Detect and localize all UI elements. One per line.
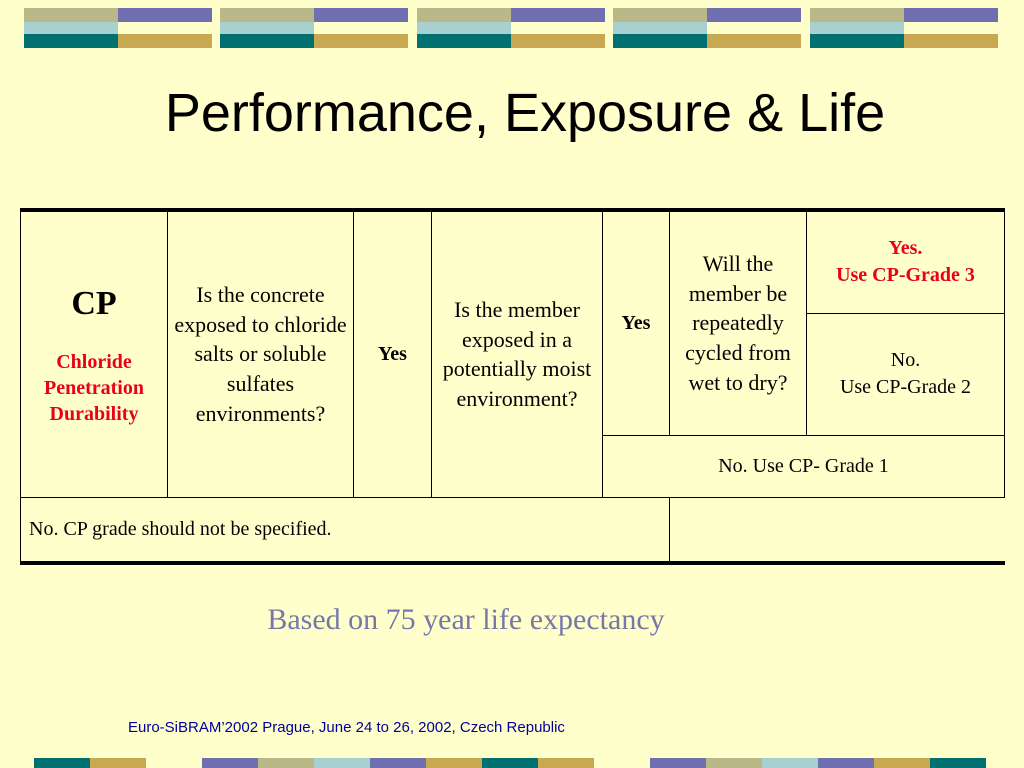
strip-segment [90,758,146,768]
answer-yes-1: Yes [353,209,432,498]
strip-segment [650,758,706,768]
result-no-grade: No. CP grade should not be specified. [20,496,670,564]
question-chloride-exposure: Is the concrete exposed to chloride salt… [167,209,354,498]
decision-table: CP Chloride Penetration Durability Is th… [20,208,1005,565]
banner-block [511,34,605,48]
strip-segment [34,758,90,768]
slide-title: Performance, Exposure & Life [164,83,886,143]
cp-cell: CP Chloride Penetration Durability [20,209,168,498]
banner-block [613,34,707,48]
banner-block [118,34,212,48]
banner-block [707,8,801,22]
banner-block [118,8,212,22]
banner-block [24,22,118,34]
banner-block [511,8,605,22]
banner-block [220,22,314,34]
result-grade-2: No. Use CP-Grade 2 [806,312,1005,436]
banner-block [220,34,314,48]
banner-block [810,22,904,34]
result-grade-3-line-1: Yes. [888,237,923,260]
result-grade-2-line-1: No. [890,349,921,371]
banner-block [613,8,707,22]
banner-block [904,22,998,34]
banner-block [24,34,118,48]
banner-block [904,8,998,22]
bottom-decorative-strip [0,758,1024,768]
strip-segment [706,758,762,768]
cp-subtitle-line-3: Durability [49,403,139,426]
question-wet-dry-cycle: Will the member be repeatedly cycled fro… [669,209,807,436]
banner-block [707,22,801,34]
banner-block [810,8,904,22]
banner-tile [220,8,408,48]
banner-tile [810,8,998,48]
banner-block [707,34,801,48]
result-grade-3: Yes. Use CP-Grade 3 [806,209,1005,314]
strip-segment [370,758,426,768]
banner-block [613,22,707,34]
banner-block [314,34,408,48]
banner-block [810,34,904,48]
strip-segment [146,758,202,768]
strip-segment [258,758,314,768]
strip-segment [874,758,930,768]
banner-tile [24,8,212,48]
life-expectancy-note: Based on 75 year life expectancy [267,603,665,636]
banner-block [118,22,212,34]
banner-block [220,8,314,22]
banner-tile [417,8,605,48]
top-decorative-banner [0,8,1024,48]
banner-block [314,22,408,34]
strip-segment [818,758,874,768]
banner-block [511,22,605,34]
banner-tile [613,8,801,48]
banner-block [417,34,511,48]
banner-block [904,34,998,48]
strip-segment [538,758,594,768]
strip-segment [930,758,986,768]
result-grade-3-line-2: Use CP-Grade 3 [836,264,975,287]
banner-block [417,8,511,22]
answer-yes-2: Yes [602,209,670,436]
result-grade-1: No. Use CP- Grade 1 [602,434,1005,498]
result-grade-2-line-2: Use CP-Grade 2 [839,376,972,398]
strip-segment [426,758,482,768]
strip-segment [482,758,538,768]
banner-block [314,8,408,22]
conference-footer: Euro-SiBRAM’2002 Prague, June 24 to 26, … [128,719,565,736]
strip-segment [202,758,258,768]
cp-subtitle-line-2: Penetration [44,377,144,400]
strip-segment [594,758,650,768]
question-moist-environment: Is the member exposed in a potentially m… [431,209,603,498]
strip-segment [762,758,818,768]
cp-label: CP [71,285,117,323]
banner-block [24,8,118,22]
strip-segment [314,758,370,768]
cp-subtitle-line-1: Chloride [56,351,132,374]
banner-block [417,22,511,34]
